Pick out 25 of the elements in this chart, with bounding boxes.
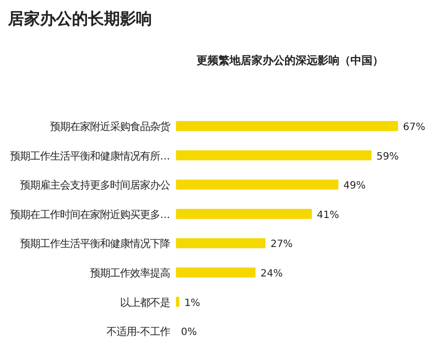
- chart-title: 居家办公的长期影响: [7, 9, 152, 28]
- y-tick-label: 预期工作生活平衡和健康情况下降: [20, 238, 170, 250]
- data-label: 1%: [184, 298, 200, 309]
- y-tick-label: 预期工作效率提高: [90, 268, 170, 280]
- y-tick-label: 预期工作生活平衡和健康情况有所...: [10, 150, 170, 162]
- y-tick-label: 不适用-不工作: [106, 326, 170, 338]
- y-tick-label: 预期雇主会支持更多时间居家办公: [20, 180, 170, 192]
- data-label: 0%: [181, 327, 197, 338]
- bar: [176, 121, 398, 131]
- data-label: 41%: [316, 210, 340, 221]
- data-label: 67%: [403, 122, 426, 133]
- y-tick-label: 预期在家附近采购食品杂货: [50, 121, 170, 133]
- y-tick-label: 以上都不是: [120, 296, 170, 309]
- data-label: 24%: [260, 268, 283, 280]
- data-label: 59%: [376, 151, 399, 162]
- chart-subtitle: 更频繁地居家办公的深远影响（中国）: [196, 54, 384, 67]
- bar: [176, 238, 266, 248]
- data-label: 27%: [270, 239, 293, 250]
- bar: [176, 180, 338, 190]
- data-label: 49%: [343, 180, 366, 192]
- y-tick-label: 预期在工作时间在家附近购买更多...: [10, 208, 170, 221]
- bar: [176, 268, 256, 278]
- bar: [176, 208, 312, 219]
- bar: [176, 150, 372, 160]
- bar: [176, 296, 180, 307]
